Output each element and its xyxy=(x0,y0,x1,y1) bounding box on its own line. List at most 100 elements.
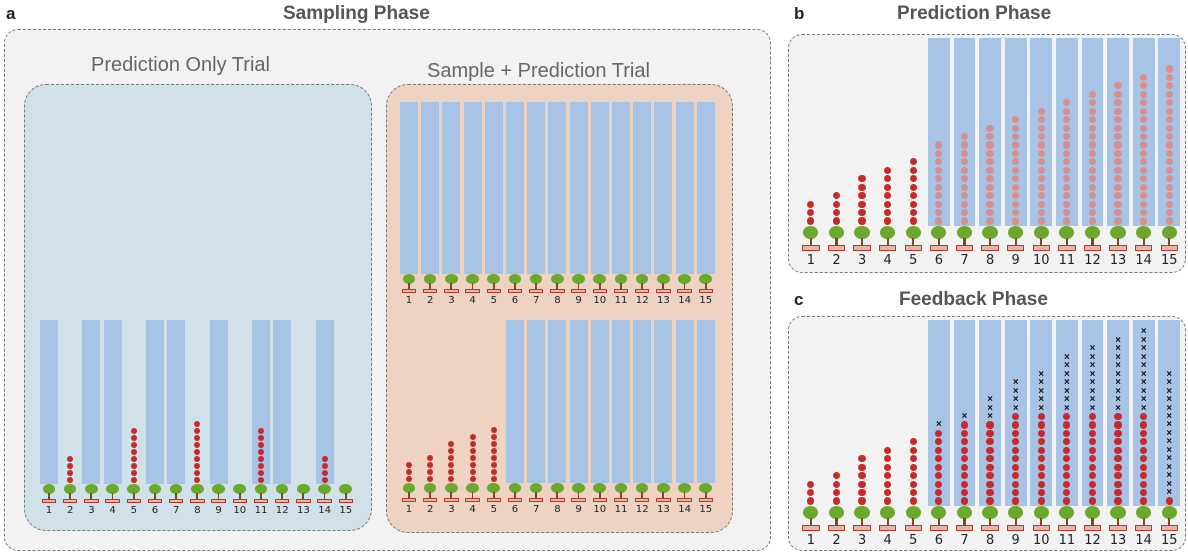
apple xyxy=(1114,497,1122,505)
tree-number: 5 xyxy=(909,253,918,268)
tree-number: 13 xyxy=(1109,253,1127,268)
crate-icon xyxy=(1006,525,1025,531)
crate-icon xyxy=(1160,525,1178,531)
cover-bar xyxy=(612,102,631,274)
tree-icon xyxy=(506,482,524,503)
predicted-apple xyxy=(1165,124,1173,132)
cover-bar xyxy=(953,320,976,506)
apple xyxy=(909,446,917,454)
canopy xyxy=(191,483,204,494)
tree-slot: 6 × xyxy=(928,320,954,550)
tree-number: 3 xyxy=(448,295,455,306)
cross-mark: × xyxy=(1115,394,1121,406)
canopy xyxy=(982,225,998,239)
apple xyxy=(194,469,201,476)
crate-icon xyxy=(878,245,897,251)
tree-slot: 12 xyxy=(1081,38,1108,270)
tree-slot: 2 xyxy=(826,38,852,270)
tree-number: 4 xyxy=(109,505,116,516)
apple xyxy=(858,480,866,488)
apple xyxy=(1088,412,1097,421)
apple xyxy=(935,489,943,497)
predicted-apple xyxy=(1012,116,1020,124)
apple xyxy=(1012,446,1020,454)
crate-icon xyxy=(981,245,999,251)
apple xyxy=(884,480,892,488)
cross-mark: × xyxy=(1166,377,1173,389)
cross-mark: × xyxy=(1140,334,1147,346)
apple xyxy=(130,476,137,483)
tree-number: 8 xyxy=(985,253,995,268)
canopy xyxy=(445,482,458,493)
trunk xyxy=(154,492,156,499)
cover-bar xyxy=(1056,320,1078,506)
tree-number: 10 xyxy=(1033,253,1050,268)
canopy xyxy=(423,482,437,493)
predicted-apple xyxy=(960,141,969,149)
predicted-apple xyxy=(1088,166,1097,174)
apple xyxy=(1063,497,1071,505)
predicted-apple xyxy=(986,149,994,158)
trunk xyxy=(48,492,50,499)
cover-bar xyxy=(103,320,122,484)
apple xyxy=(884,446,892,454)
canopy xyxy=(572,482,585,493)
predicted-apple xyxy=(1037,166,1045,174)
trunk xyxy=(988,517,992,526)
crate-icon xyxy=(126,498,141,504)
trunk xyxy=(514,491,516,498)
predicted-apple xyxy=(1140,158,1148,166)
predicted-apple xyxy=(1063,116,1071,124)
apple xyxy=(490,447,497,454)
canopy xyxy=(1161,505,1177,519)
canopy xyxy=(508,482,522,493)
crate-icon xyxy=(930,525,948,531)
tree-icon xyxy=(1082,505,1104,532)
tree-number: 7 xyxy=(532,295,540,306)
trunk xyxy=(302,492,305,499)
tree-number: 12 xyxy=(275,505,289,516)
predicted-apple xyxy=(1088,149,1097,158)
predicted-apple xyxy=(986,166,994,174)
tree-slot: 8 xyxy=(548,102,569,308)
predicted-apple xyxy=(1165,158,1173,166)
tree-slot: 6 xyxy=(506,102,527,308)
predicted-apple xyxy=(1140,90,1148,98)
cover-bar xyxy=(527,320,546,483)
apple xyxy=(321,469,328,476)
canopy xyxy=(1033,505,1049,519)
tree-number: 12 xyxy=(1084,533,1101,548)
apple xyxy=(832,209,841,217)
apple xyxy=(858,209,866,217)
apple xyxy=(909,175,917,183)
tree-slot: 15 xyxy=(696,102,718,308)
panel-c-letter: c xyxy=(794,290,804,309)
tree-slot: 1 xyxy=(400,102,421,308)
cover-bar xyxy=(1107,320,1129,506)
predicted-apple xyxy=(1037,116,1045,124)
tree-number: 13 xyxy=(1109,533,1127,548)
crate-icon xyxy=(168,498,184,504)
cover-bar xyxy=(548,102,567,274)
trunk xyxy=(1014,237,1017,246)
apple xyxy=(1140,489,1148,497)
apple xyxy=(884,472,892,480)
apple xyxy=(1037,489,1045,497)
predicted-apple xyxy=(1140,132,1148,141)
cross-mark: × xyxy=(1115,343,1121,355)
trunk xyxy=(912,517,915,526)
cross-mark: × xyxy=(1064,402,1070,414)
tree-icon xyxy=(210,483,228,504)
apple xyxy=(960,463,969,471)
predicted-apple xyxy=(1088,132,1097,141)
crate-icon xyxy=(1109,525,1127,531)
crate-icon xyxy=(853,245,871,251)
trunk xyxy=(1168,517,1171,526)
cover-bar xyxy=(1132,38,1155,226)
apple xyxy=(406,461,412,468)
canopy xyxy=(1110,225,1126,239)
apple xyxy=(448,440,455,447)
predicted-apple xyxy=(1063,132,1071,141)
canopy xyxy=(318,483,331,494)
tree-number: 4 xyxy=(469,504,476,515)
